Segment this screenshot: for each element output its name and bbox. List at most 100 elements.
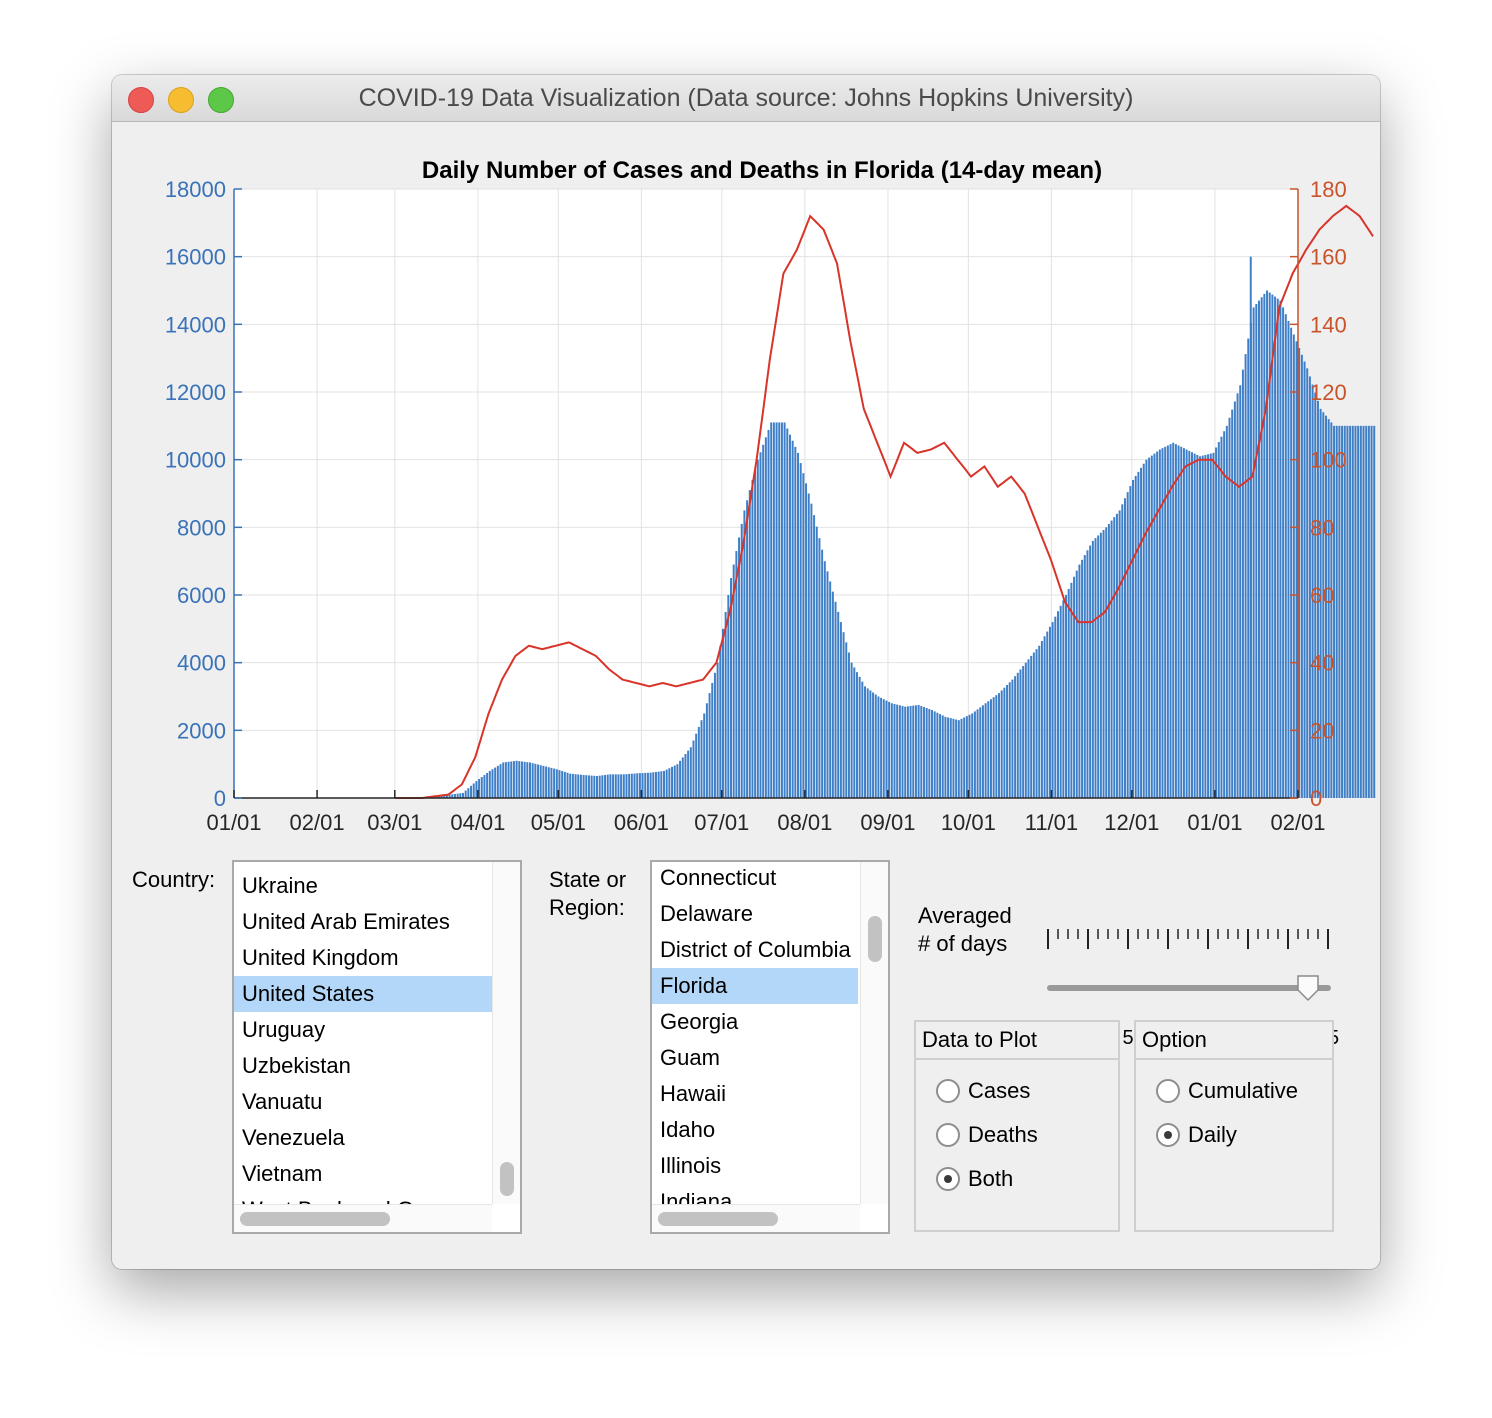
country-list-item[interactable]: United Arab Emirates [242, 909, 450, 934]
case-bar [1113, 517, 1116, 798]
case-bar [646, 772, 649, 798]
left-y-tick-label: 6000 [177, 583, 226, 608]
country-list-item[interactable]: Uruguay [242, 1017, 326, 1042]
case-bar [1193, 453, 1196, 798]
option-group-title: Option [1136, 1022, 1332, 1060]
case-bar [971, 713, 974, 798]
case-bar [480, 777, 483, 798]
country-list-item[interactable]: Ukraine [242, 873, 318, 898]
left-y-tick-label: 0 [214, 786, 226, 811]
close-window-button[interactable] [128, 87, 154, 113]
case-bar [818, 538, 821, 798]
averaging-slider-thumb[interactable] [1296, 974, 1320, 1002]
radio-circle[interactable] [1156, 1123, 1180, 1147]
case-bar [684, 754, 687, 798]
radio-label: Cases [968, 1078, 1031, 1103]
x-tick-label: 01/01 [206, 810, 261, 835]
option-radio-daily[interactable]: Daily [1156, 1120, 1237, 1150]
option-radio-cumulative[interactable]: Cumulative [1156, 1076, 1298, 1106]
radio-circle[interactable] [936, 1123, 960, 1147]
case-bar [526, 762, 529, 798]
case-bar [620, 774, 623, 798]
slider-tick-label: 5 [1122, 1027, 1134, 1049]
case-bar [890, 703, 893, 798]
country-vertical-scrollbar[interactable] [492, 862, 520, 1204]
case-bar [491, 769, 494, 798]
state-list-item[interactable]: Georgia [660, 1009, 739, 1034]
data-to-plot-radio-deaths[interactable]: Deaths [936, 1120, 1038, 1150]
country-listbox[interactable]: Ukraine United Arab Emirates United Kingdo… [232, 860, 522, 1234]
state-list-item[interactable]: Idaho [660, 1117, 716, 1142]
case-bar [1247, 338, 1250, 798]
state-list-item[interactable]: District of Columbia [660, 937, 851, 962]
state-listbox[interactable]: Connecticut Delaware District of Columbia F… [650, 860, 890, 1234]
x-tick-label: 10/01 [941, 810, 996, 835]
case-bar [585, 775, 588, 798]
case-bar [1014, 676, 1017, 798]
case-bar [1164, 446, 1167, 798]
case-bar [1255, 304, 1258, 798]
case-bar [998, 693, 1001, 798]
case-bar [555, 769, 558, 798]
case-bar [1024, 662, 1027, 798]
case-bar [453, 793, 456, 798]
country-list-item[interactable]: Venezuela [242, 1125, 345, 1150]
state-vertical-scrollbar[interactable] [860, 862, 888, 1204]
case-bar [979, 707, 982, 798]
radio-circle[interactable] [936, 1079, 960, 1103]
state-list-item[interactable]: Hawaii [660, 1081, 727, 1106]
case-bar [587, 775, 590, 798]
case-bar [604, 774, 607, 798]
zoom-window-button[interactable] [208, 87, 234, 113]
data-to-plot-radio-both[interactable]: Both [936, 1164, 1013, 1194]
state-list-item[interactable]: Illinois [660, 1153, 722, 1178]
title-bar[interactable]: COVID-19 Data Visualization (Data source… [112, 75, 1380, 122]
country-horizontal-scrollbar[interactable] [234, 1204, 492, 1232]
state-horizontal-scroll-thumb[interactable] [658, 1212, 778, 1226]
case-bar [1073, 576, 1076, 798]
country-list-item[interactable]: Vietnam [242, 1161, 323, 1186]
state-list-item[interactable]: Delaware [660, 901, 753, 926]
state-list-item[interactable]: Guam [660, 1045, 720, 1070]
minimize-window-button[interactable] [168, 87, 194, 113]
state-vertical-scroll-thumb[interactable] [868, 916, 882, 962]
case-bar [748, 490, 751, 798]
case-bar [1365, 425, 1368, 798]
case-bar [896, 704, 899, 798]
data-to-plot-radio-cases[interactable]: Cases [936, 1076, 1030, 1106]
case-bar [692, 740, 695, 798]
case-bar [1188, 450, 1191, 798]
case-bar [512, 761, 515, 798]
case-bar [566, 772, 569, 798]
country-list-item[interactable]: United Kingdom [242, 945, 399, 970]
case-bar [1148, 457, 1151, 798]
case-bar [764, 437, 767, 798]
case-bar [459, 793, 462, 798]
country-list-item[interactable]: Uzbekistan [242, 1053, 351, 1078]
state-list-item[interactable]: Connecticut [660, 865, 777, 890]
case-bar [963, 717, 966, 798]
country-list-item[interactable]: Vanuatu [242, 1089, 323, 1114]
case-bar [1330, 422, 1333, 798]
country-list-item[interactable]: United States [234, 976, 492, 1012]
case-bar [1000, 690, 1003, 798]
state-list-item[interactable]: Florida [652, 968, 858, 1004]
case-bar [1083, 555, 1086, 798]
country-vertical-scroll-thumb[interactable] [500, 1162, 514, 1196]
case-bar [558, 770, 561, 798]
radio-circle[interactable] [1156, 1079, 1180, 1103]
case-bar [1078, 564, 1081, 798]
state-horizontal-scrollbar[interactable] [652, 1204, 860, 1232]
case-bar [705, 703, 708, 798]
case-bar [850, 662, 853, 798]
radio-circle[interactable] [936, 1167, 960, 1191]
case-bar [724, 611, 727, 798]
case-bar [502, 762, 505, 798]
averaging-slider-track[interactable] [1047, 985, 1331, 991]
case-bar [1006, 684, 1009, 798]
case-bar [1166, 445, 1169, 798]
case-bar [1174, 444, 1177, 798]
case-bar [633, 773, 636, 798]
country-horizontal-scroll-thumb[interactable] [240, 1212, 390, 1226]
case-bar [1212, 452, 1215, 798]
